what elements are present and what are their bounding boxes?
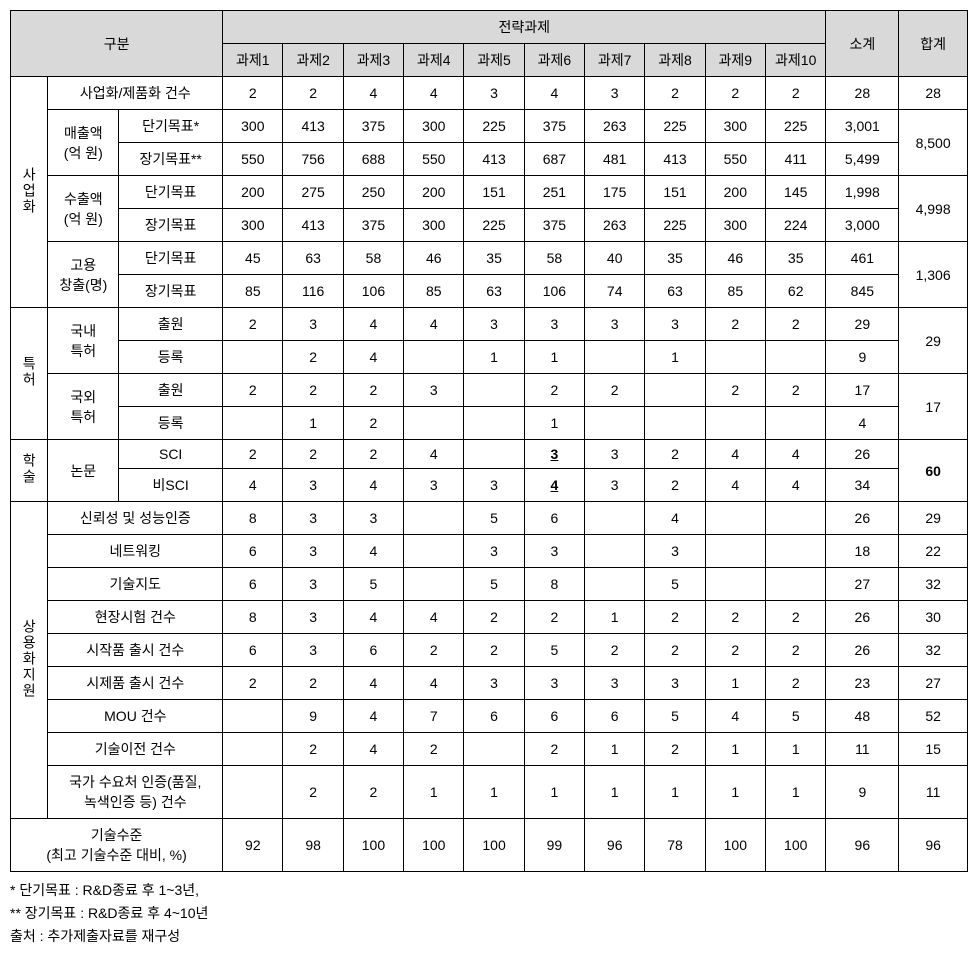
row-field-test: 현장시험 건수 8 3 4 4 2 2 1 2 2 2 26 30 <box>11 601 968 634</box>
row-for-patent-reg: 등록 1 2 1 4 <box>11 407 968 440</box>
row-reliability: 상용화지원 신뢰성 및 성능인증 8 3 3 5 6 4 26 29 <box>11 502 968 535</box>
col-subtotal: 소계 <box>826 11 899 77</box>
label-short-goal: 단기목표 <box>119 176 223 209</box>
col-task9: 과제9 <box>705 44 765 77</box>
row-non-sci: 비SCI 4 3 4 3 3 4 3 2 4 4 34 <box>11 469 968 502</box>
row-tech-guidance: 기술지도 6 3 5 5 8 5 27 32 <box>11 568 968 601</box>
label-long-goal: 장기목표 <box>119 209 223 242</box>
academic-total: 60 <box>899 440 968 502</box>
col-task1: 과제1 <box>223 44 283 77</box>
label-pilot-product: 시제품 출시 건수 <box>48 667 223 700</box>
label-prototype: 시작품 출시 건수 <box>48 634 223 667</box>
row-export-short: 수출액 (억 원) 단기목표 200 275 250 200 151 251 1… <box>11 176 968 209</box>
label-commercialization-count: 사업화/제품화 건수 <box>48 77 223 110</box>
revenue-total: 8,500 <box>899 110 968 176</box>
row-for-patent-app: 국외 특허 출원 2 2 2 3 2 2 2 2 17 17 <box>11 374 968 407</box>
row-mou: MOU 건수 9 4 7 6 6 6 5 4 5 48 52 <box>11 700 968 733</box>
row-export-long: 장기목표 300 413 375 300 225 375 263 225 300… <box>11 209 968 242</box>
footnote-2: ** 장기목표 : R&D종료 후 4~10년 <box>10 903 968 924</box>
row-networking: 네트워킹 6 3 4 3 3 3 18 22 <box>11 535 968 568</box>
row-dom-patent-reg: 등록 2 4 1 1 1 9 <box>11 341 968 374</box>
group-patent: 특허 <box>11 308 48 440</box>
data-table: 구분 전략과제 소계 합계 과제1 과제2 과제3 과제4 과제5 과제6 과제… <box>10 10 968 872</box>
row-tech-transfer: 기술이전 건수 2 4 2 2 1 2 1 1 11 15 <box>11 733 968 766</box>
label-foreign-patent: 국외 특허 <box>48 374 119 440</box>
label-revenue: 매출액 (억 원) <box>48 110 119 176</box>
col-task3: 과제3 <box>343 44 403 77</box>
for-patent-total: 17 <box>899 374 968 440</box>
row-revenue-long: 장기목표** 550 756 688 550 413 687 481 413 5… <box>11 143 968 176</box>
label-short-goal-star: 단기목표* <box>119 110 223 143</box>
row-employ-short: 고용 창출(명) 단기목표 45 63 58 46 35 58 40 35 46… <box>11 242 968 275</box>
label-registration: 등록 <box>119 341 223 374</box>
footnote-3: 출처 : 추가제출자료를 재구성 <box>10 926 968 947</box>
col-task4: 과제4 <box>404 44 464 77</box>
label-field-test: 현장시험 건수 <box>48 601 223 634</box>
col-task8: 과제8 <box>645 44 705 77</box>
label-non-sci: 비SCI <box>119 469 223 502</box>
col-task6: 과제6 <box>524 44 584 77</box>
label-tech-transfer: 기술이전 건수 <box>48 733 223 766</box>
col-task10: 과제10 <box>765 44 825 77</box>
col-strategic-tasks: 전략과제 <box>223 11 826 44</box>
label-long-goal-star: 장기목표** <box>119 143 223 176</box>
label-mou: MOU 건수 <box>48 700 223 733</box>
col-category: 구분 <box>11 11 223 77</box>
export-total: 4,998 <box>899 176 968 242</box>
label-sci: SCI <box>119 440 223 469</box>
label-export: 수출액 (억 원) <box>48 176 119 242</box>
label-application: 출원 <box>119 308 223 341</box>
label-paper: 논문 <box>48 440 119 502</box>
group-academic: 학술 <box>11 440 48 502</box>
header-row-1: 구분 전략과제 소계 합계 <box>11 11 968 44</box>
row-employ-long: 장기목표 85 116 106 85 63 106 74 63 85 62 84… <box>11 275 968 308</box>
dom-patent-total: 29 <box>899 308 968 374</box>
col-task5: 과제5 <box>464 44 524 77</box>
label-employment: 고용 창출(명) <box>48 242 119 308</box>
col-total: 합계 <box>899 11 968 77</box>
footnote-1: * 단기목표 : R&D종료 후 1~3년, <box>10 880 968 901</box>
row-national-cert: 국가 수요처 인증(품질, 녹색인증 등) 건수 2 2 1 1 1 1 1 1… <box>11 766 968 819</box>
row-revenue-short: 매출액 (억 원) 단기목표* 300 413 375 300 225 375 … <box>11 110 968 143</box>
label-tech-guidance: 기술지도 <box>48 568 223 601</box>
label-tech-level: 기술수준 (최고 기술수준 대비, %) <box>11 819 223 872</box>
row-prototype: 시작품 출시 건수 6 3 6 2 2 5 2 2 2 2 26 32 <box>11 634 968 667</box>
employ-total: 1,306 <box>899 242 968 308</box>
row-dom-patent-app: 특허 국내 특허 출원 2 3 4 4 3 3 3 3 2 2 29 29 <box>11 308 968 341</box>
col-task2: 과제2 <box>283 44 343 77</box>
group-biz: 사업화 <box>11 77 48 308</box>
row-pilot-product: 시제품 출시 건수 2 2 4 4 3 3 3 3 1 2 23 27 <box>11 667 968 700</box>
label-networking: 네트워킹 <box>48 535 223 568</box>
row-sci: 학술 논문 SCI 2 2 2 4 3 3 2 4 4 26 60 <box>11 440 968 469</box>
row-commercialization-count: 사업화 사업화/제품화 건수 2 2 4 4 3 4 3 2 2 2 28 28 <box>11 77 968 110</box>
footnotes: * 단기목표 : R&D종료 후 1~3년, ** 장기목표 : R&D종료 후… <box>10 880 968 947</box>
label-national-cert: 국가 수요처 인증(품질, 녹색인증 등) 건수 <box>48 766 223 819</box>
label-reliability: 신뢰성 및 성능인증 <box>48 502 223 535</box>
row-tech-level: 기술수준 (최고 기술수준 대비, %) 92 98 100 100 100 9… <box>11 819 968 872</box>
col-task7: 과제7 <box>585 44 645 77</box>
label-domestic-patent: 국내 특허 <box>48 308 119 374</box>
group-support: 상용화지원 <box>11 502 48 819</box>
